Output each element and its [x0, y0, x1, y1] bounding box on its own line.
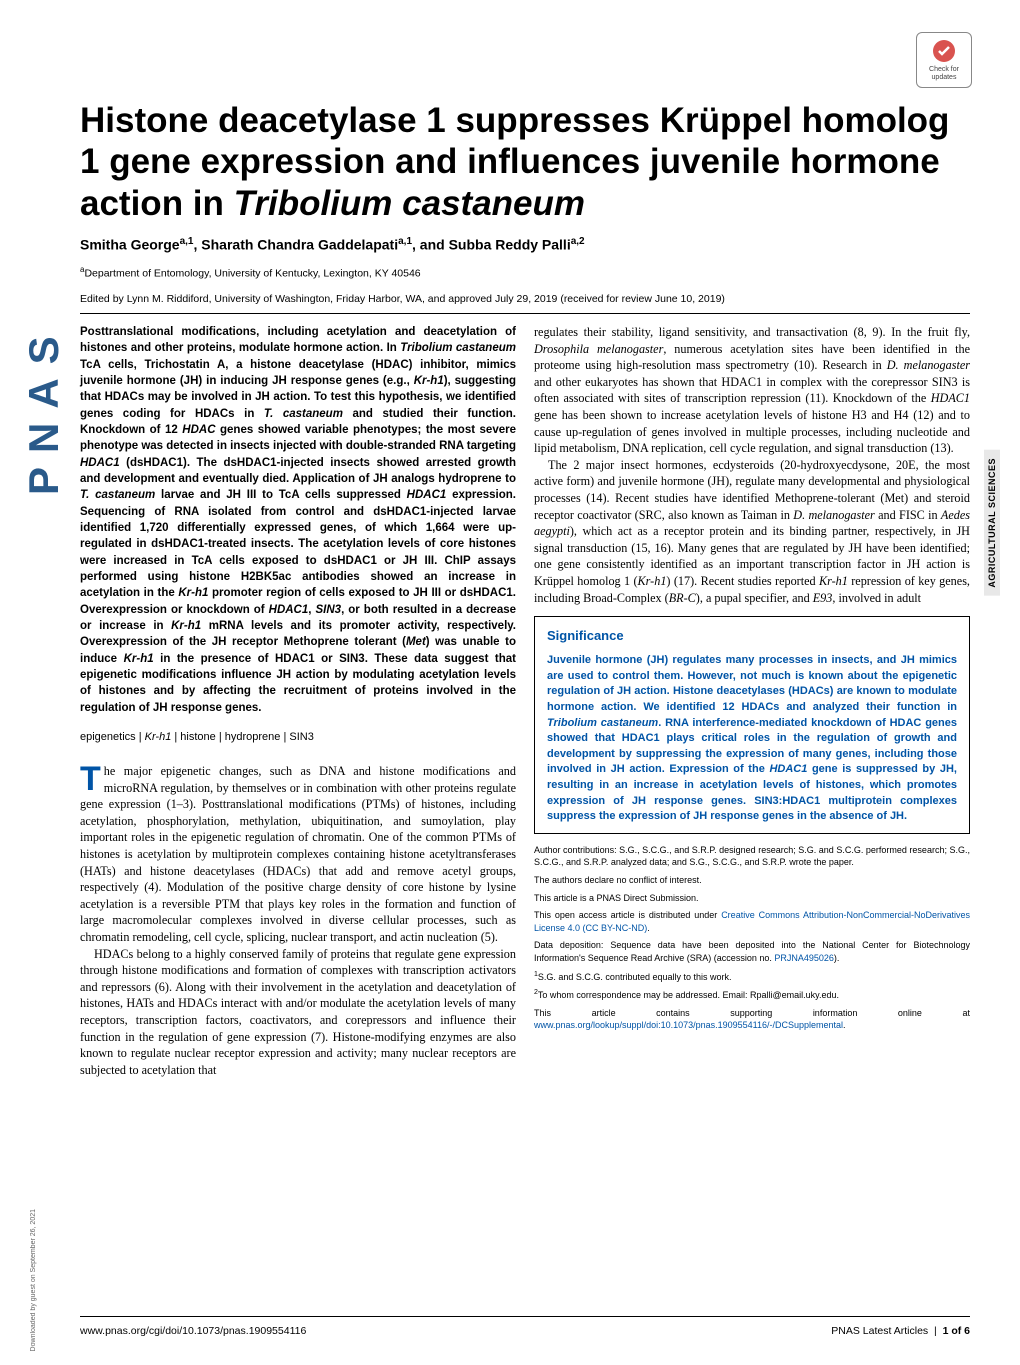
footer-page-info: PNAS Latest Articles | 1 of 6: [831, 1325, 970, 1337]
authors: Smitha Georgea,1, Sharath Chandra Gaddel…: [80, 236, 970, 253]
main-content: Histone deacetylase 1 suppresses Krüppel…: [80, 100, 970, 1078]
right-column: regulates their stability, ligand sensit…: [534, 324, 970, 1078]
title-species: Tribolium castaneum: [234, 184, 585, 223]
license-line: This open access article is distributed …: [534, 909, 970, 934]
conflict-statement: The authors declare no conflict of inter…: [534, 874, 970, 887]
affiliation: aDepartment of Entomology, University of…: [80, 265, 970, 280]
body-right-p1: regulates their stability, ligand sensit…: [534, 324, 970, 457]
body-text-left: The major epigenetic changes, such as DN…: [80, 763, 516, 1078]
check-updates-icon: [931, 38, 957, 64]
submission-type: This article is a PNAS Direct Submission…: [534, 892, 970, 905]
significance-heading: Significance: [547, 627, 957, 645]
footnote-1: 1S.G. and S.C.G. contributed equally to …: [534, 970, 970, 984]
pnas-logo: PNAS: [20, 115, 56, 495]
article-metadata: Author contributions: S.G., S.C.G., and …: [534, 844, 970, 1032]
keywords: epigenetics | Kr-h1 | histone | hydropre…: [80, 730, 516, 745]
data-deposition: Data deposition: Sequence data have been…: [534, 939, 970, 964]
supp-suffix: .: [843, 1020, 846, 1030]
supplement-link[interactable]: www.pnas.org/lookup/suppl/doi:10.1073/pn…: [534, 1020, 843, 1030]
page-footer: www.pnas.org/cgi/doi/10.1073/pnas.190955…: [80, 1316, 970, 1337]
body-right-p2: The 2 major insect hormones, ecdysteroid…: [534, 457, 970, 606]
body-text-right: regulates their stability, ligand sensit…: [534, 324, 970, 606]
accession-link[interactable]: PRJNA495026: [774, 953, 834, 963]
license-suffix: .: [647, 923, 650, 933]
article-title: Histone deacetylase 1 suppresses Krüppel…: [80, 100, 970, 224]
footer-page-number: 1 of 6: [943, 1325, 970, 1337]
supp-text: This article contains supporting informa…: [534, 1008, 970, 1018]
body-p1: he major epigenetic changes, such as DNA…: [80, 764, 516, 944]
footer-doi: www.pnas.org/cgi/doi/10.1073/pnas.190955…: [80, 1325, 306, 1337]
dropcap: T: [80, 763, 104, 795]
two-column-layout: Posttranslational modifications, includi…: [80, 324, 970, 1078]
abstract: Posttranslational modifications, includi…: [80, 324, 516, 716]
data-suffix: ).: [834, 953, 840, 963]
author-contributions: Author contributions: S.G., S.C.G., and …: [534, 844, 970, 869]
license-text: This open access article is distributed …: [534, 910, 721, 920]
check-updates-label: Check for updates: [917, 66, 971, 81]
footnote-2: 2To whom correspondence may be addressed…: [534, 988, 970, 1002]
check-updates-badge[interactable]: Check for updates: [916, 32, 972, 88]
left-column: Posttranslational modifications, includi…: [80, 324, 516, 1078]
edited-by: Edited by Lynn M. Riddiford, University …: [80, 293, 970, 314]
body-p2: HDACs belong to a highly conserved famil…: [80, 946, 516, 1079]
data-text: Data deposition: Sequence data have been…: [534, 940, 970, 963]
significance-text: Juvenile hormone (JH) regulates many pro…: [547, 653, 957, 825]
supplement-line: This article contains supporting informa…: [534, 1007, 970, 1032]
footer-section: PNAS Latest Articles: [831, 1325, 928, 1337]
section-label: AGRICULTURAL SCIENCES: [984, 450, 1000, 596]
significance-box: Significance Juvenile hormone (JH) regul…: [534, 616, 970, 834]
download-note: Downloaded by guest on September 26, 202…: [30, 1209, 37, 1351]
